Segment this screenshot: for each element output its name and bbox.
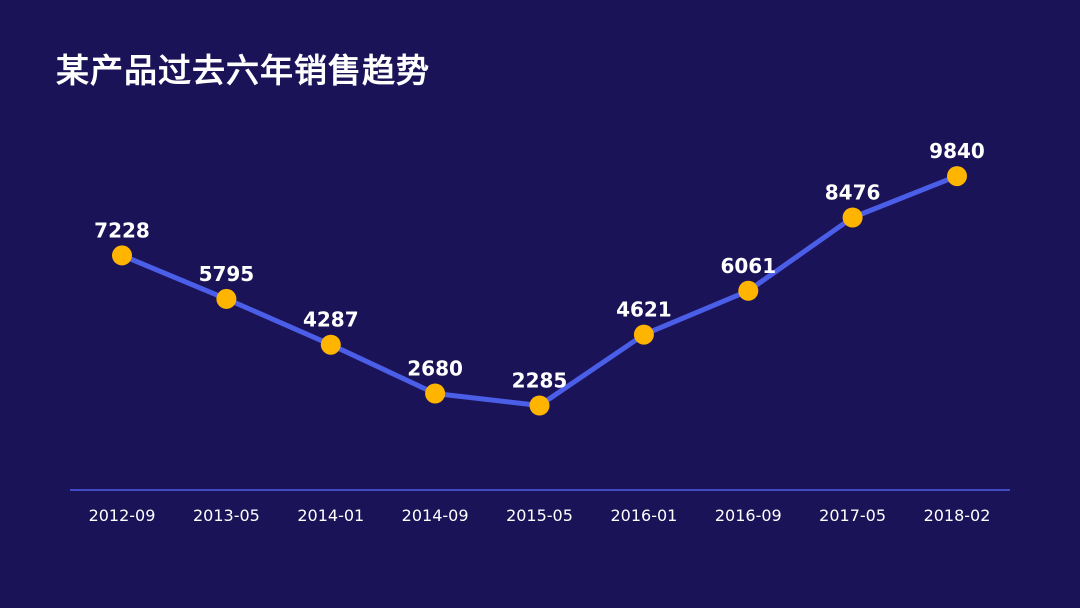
x-tick-label-2017-05: 2017-05 [819,506,886,525]
data-markers [112,166,967,416]
data-label-2013-05: 5795 [199,262,255,286]
x-tick-label-2018-02: 2018-02 [924,506,991,525]
data-point-2015-05 [529,395,550,416]
x-tick-label-2014-01: 2014-01 [297,506,364,525]
data-label-2014-09: 2680 [407,357,463,381]
data-point-2016-01 [633,324,654,345]
x-tick-label-2015-05: 2015-05 [506,506,573,525]
x-tick-label-2016-01: 2016-01 [610,506,677,525]
data-point-2016-09 [738,280,759,301]
data-point-2014-01 [320,334,341,355]
data-label-2015-05: 2285 [512,369,568,393]
data-point-2014-09 [425,383,446,404]
data-label-2014-01: 4287 [303,308,359,332]
data-point-2017-05 [842,207,863,228]
data-point-2013-05 [216,288,237,309]
data-point-2012-09 [112,245,132,266]
x-tick-labels: 2012-09 2013-05 2014-01 2014-09 2015-05 2016-… [89,506,991,525]
data-label-2016-09: 6061 [720,254,776,278]
data-label-2017-05: 8476 [825,181,881,205]
data-label-2016-01: 4621 [616,298,672,322]
data-point-2018-02 [947,166,967,187]
chart-title: 某产品过去六年销售趋势 [56,51,430,90]
x-tick-label-2012-09: 2012-09 [89,506,156,525]
x-tick-label-2016-09: 2016-09 [715,506,782,525]
data-labels: 7228 5795 4287 2680 2285 4621 6061 8476 9840 [94,139,985,392]
x-tick-label-2014-09: 2014-09 [402,506,469,525]
x-tick-label-2013-05: 2013-05 [193,506,260,525]
data-label-2012-09: 7228 [94,218,150,242]
data-label-2018-02: 9840 [929,139,985,163]
